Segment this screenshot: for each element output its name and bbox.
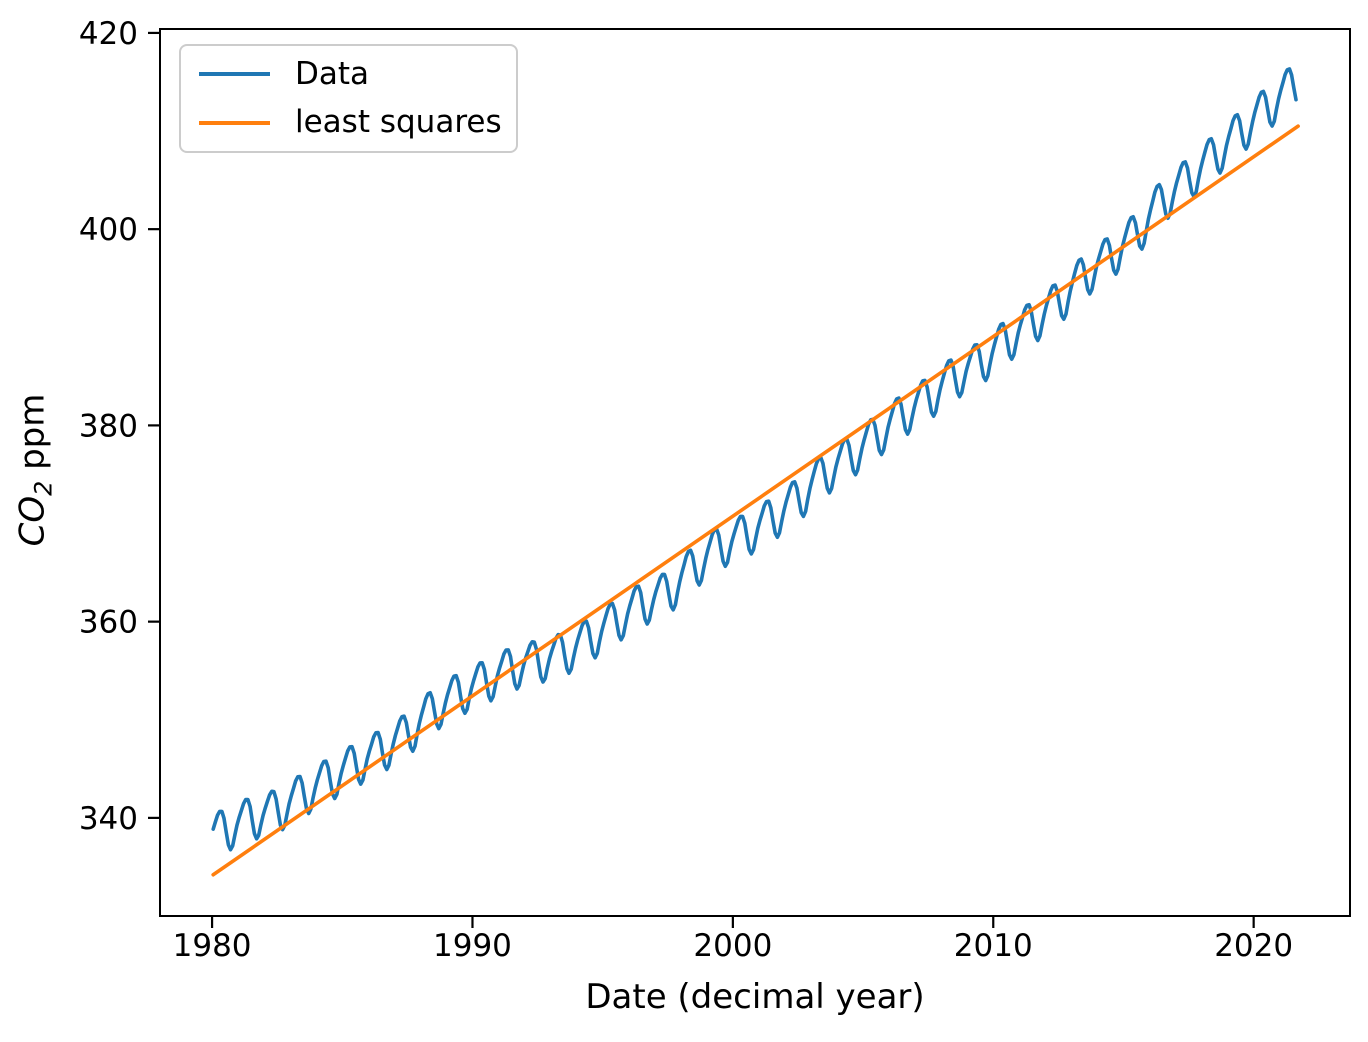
y-tick-label: 380 [79, 408, 138, 444]
legend-box: Data least squares [179, 44, 518, 153]
x-tick-label: 1990 [433, 928, 512, 964]
y-tick-label: 360 [79, 605, 138, 641]
data-series-line [211, 67, 1298, 852]
x-tick-label: 2010 [954, 928, 1033, 964]
y-axis-label-math: CO [12, 495, 53, 547]
legend-label-least-squares: least squares [295, 104, 502, 141]
x-tick-label: 1980 [173, 928, 252, 964]
y-axis-label: CO2 ppm [13, 394, 58, 547]
y-tick-label: 340 [79, 801, 138, 837]
y-axis-label-units: ppm [12, 393, 53, 481]
y-tick-label: 400 [79, 212, 138, 248]
y-tick-label: 420 [79, 16, 138, 52]
plot-border [159, 28, 1351, 917]
data-series-swatch [199, 72, 270, 77]
x-tick-label: 2000 [693, 928, 772, 964]
x-tick-label: 2020 [1214, 928, 1293, 964]
legend-entry-least-squares: least squares [191, 99, 506, 148]
legend-entry-data: Data [191, 50, 506, 99]
x-axis-label: Date (decimal year) [585, 977, 925, 1017]
least-squares-swatch [199, 120, 270, 125]
y-axis-label-subscript: 2 [29, 480, 58, 496]
least-squares-line [211, 124, 1300, 877]
legend-label-data: Data [295, 55, 370, 92]
